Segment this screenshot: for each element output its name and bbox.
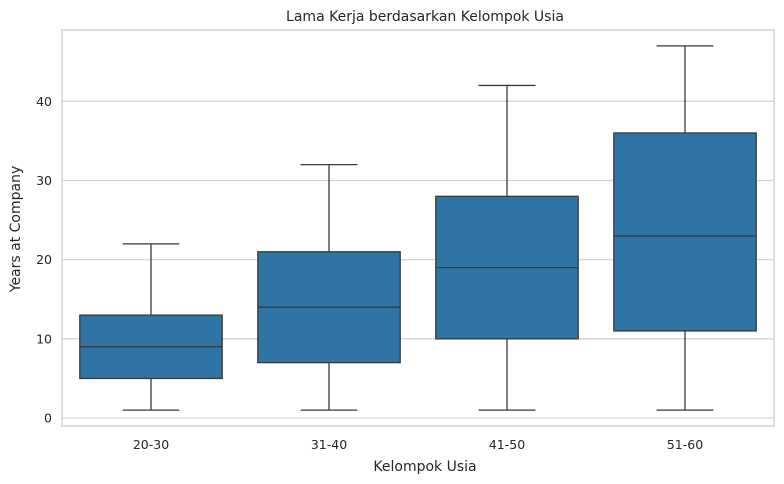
box-group-20-30 [79,243,223,411]
x-tick-label: 41-50 [489,437,525,452]
y-tick-label: 20 [36,252,52,267]
plot-frame [61,29,775,427]
chart-title: Lama Kerja berdasarkan Kelompok Usia [286,9,564,25]
iqr-box [613,132,757,332]
x-tick-labels: 20-30 31-40 41-50 51-60 [133,437,703,452]
y-tick-label: 40 [36,94,52,109]
y-tick-labels: 0 10 20 30 40 [36,94,52,426]
box-layer [79,45,757,411]
y-tick-label: 30 [36,173,52,188]
y-tick-label: 0 [44,411,52,426]
box-group-41-50 [435,84,579,411]
box-group-31-40 [257,163,401,411]
y-tick-label: 10 [36,331,52,346]
x-tick-label: 51-60 [667,437,703,452]
box-group-51-60 [613,45,757,411]
y-axis-label: Years at Company [8,166,24,294]
x-tick-label: 20-30 [133,437,169,452]
x-axis-label: Kelompok Usia [373,459,476,475]
x-tick-label: 31-40 [311,437,347,452]
